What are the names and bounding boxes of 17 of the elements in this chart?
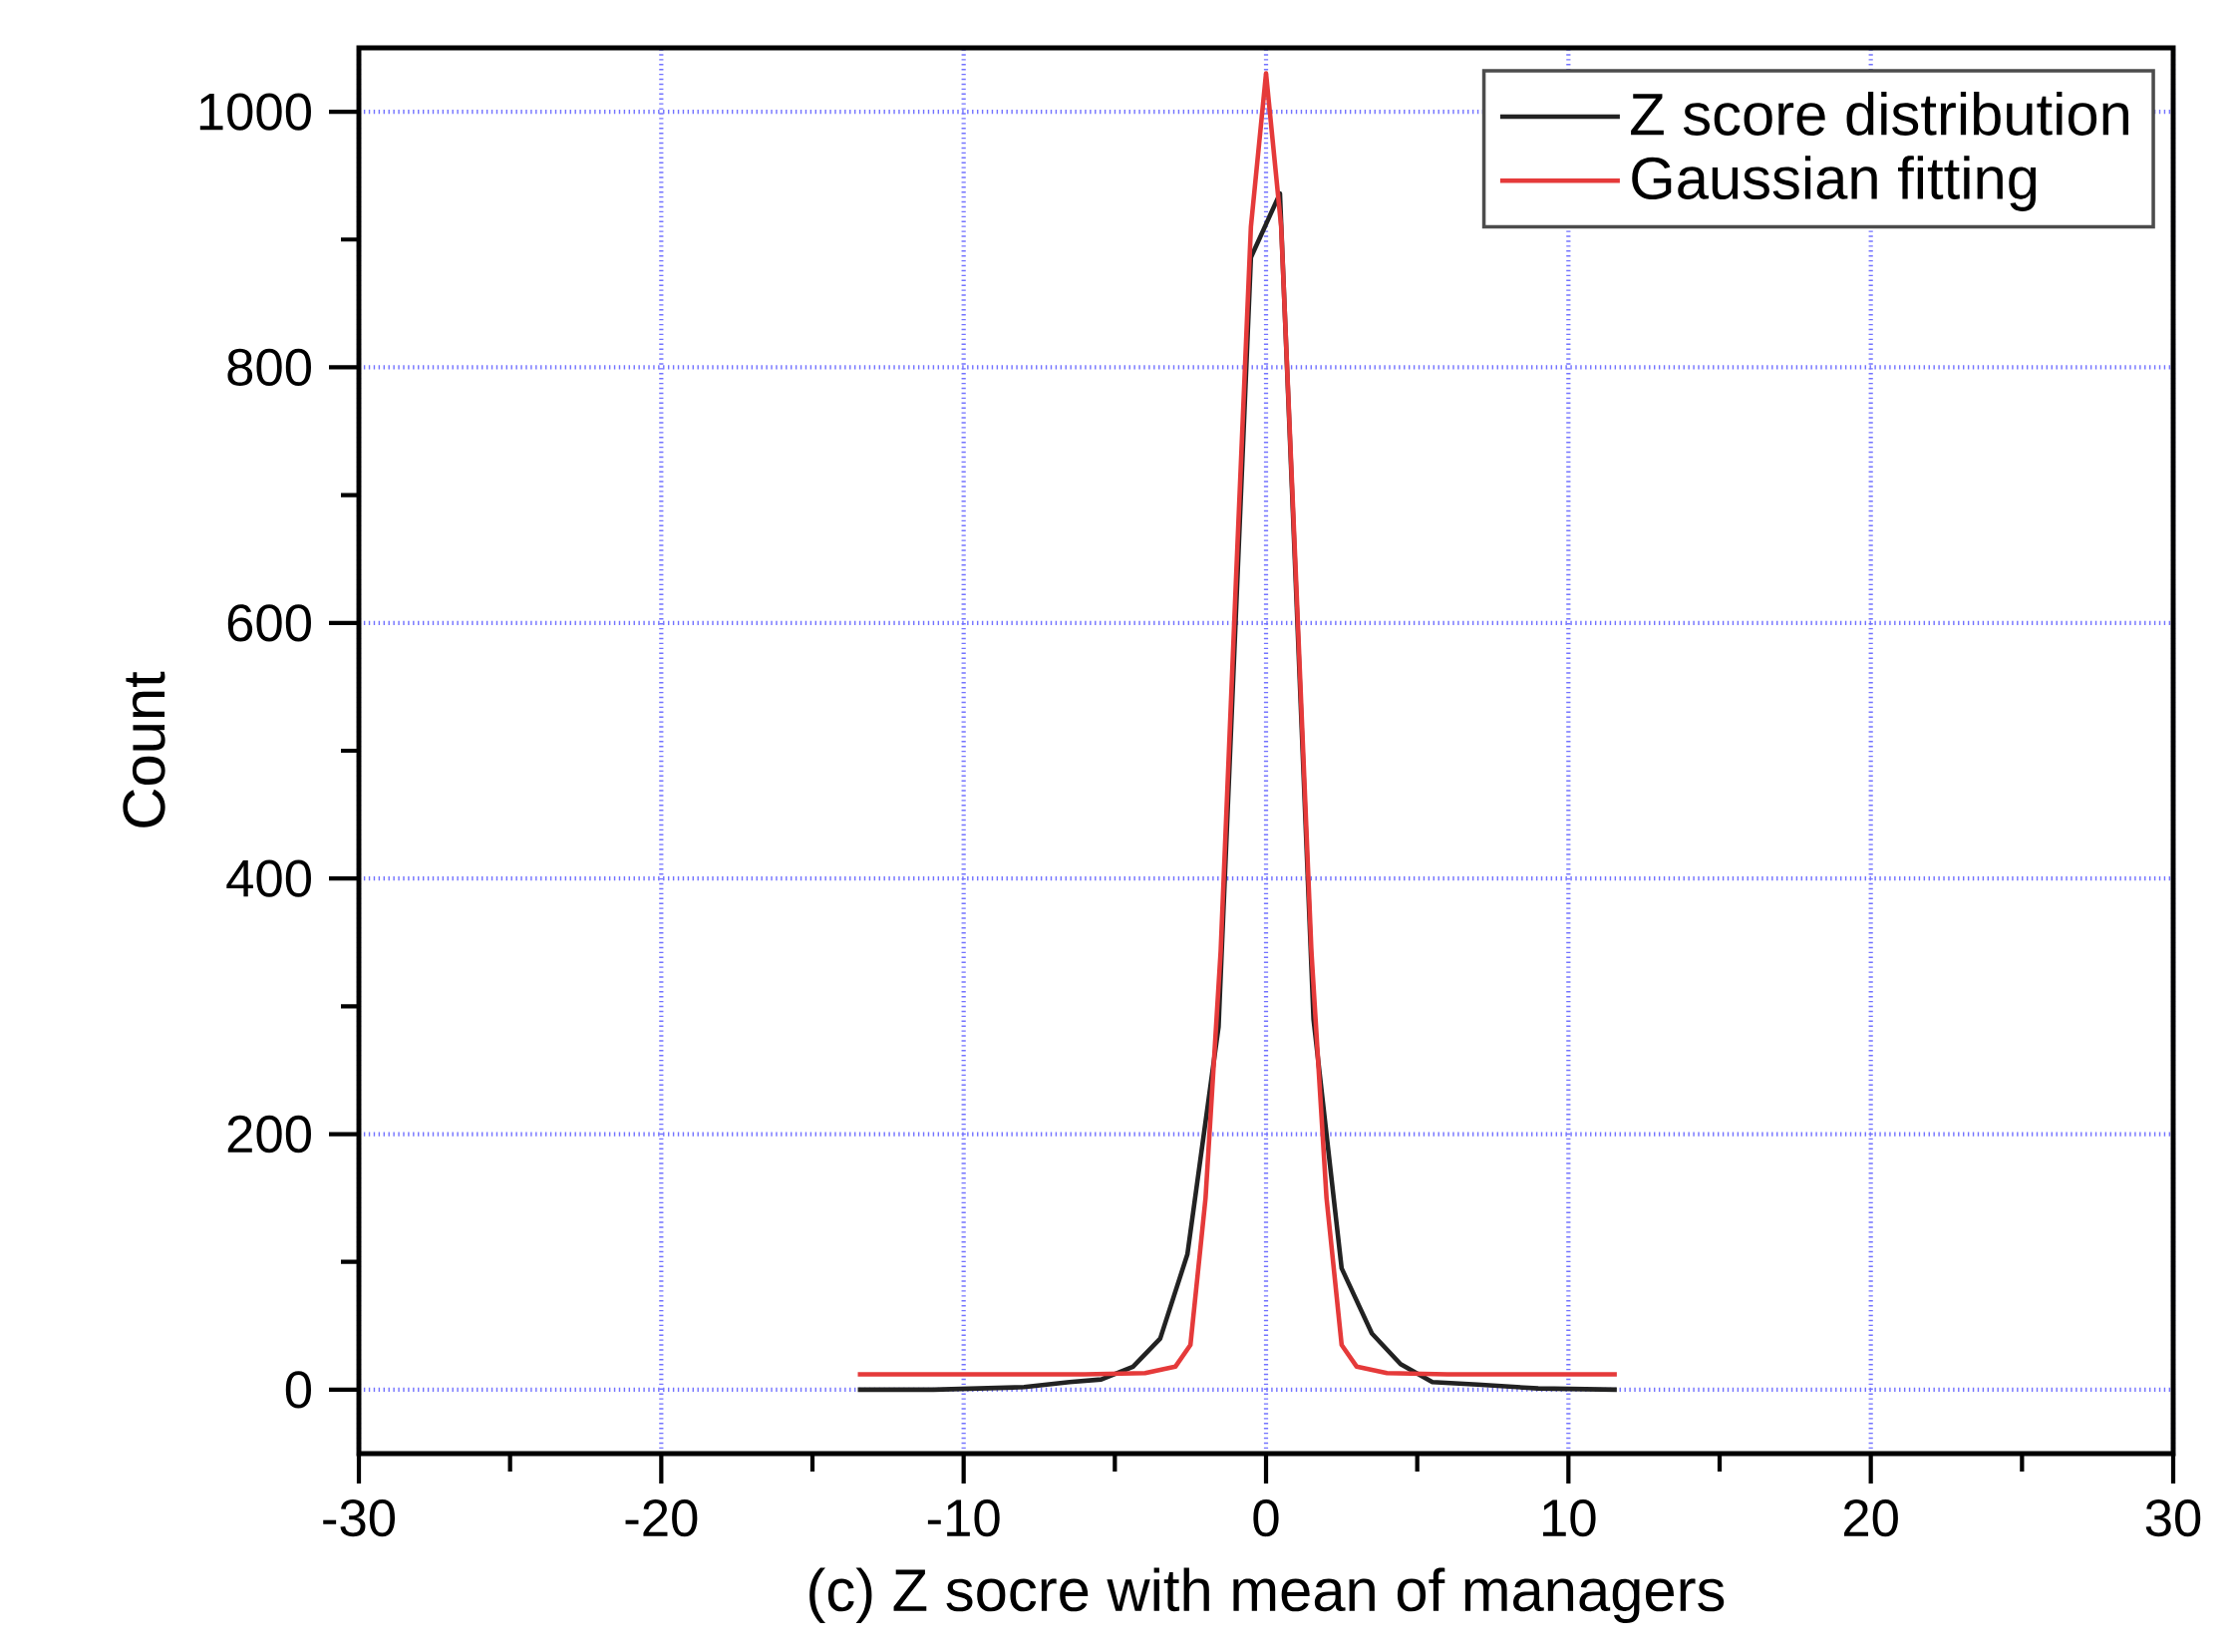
legend-label: Z score distribution <box>1631 92 2128 136</box>
x-tick-label: 20 <box>1844 1498 1898 1537</box>
x-tick-label: -20 <box>625 1498 698 1537</box>
x-tick-label: 10 <box>1543 1498 1596 1537</box>
x-axis-title: (c) Z socre with mean of managers <box>809 1567 1725 1624</box>
x-tick-label: -30 <box>323 1498 396 1537</box>
y-tick-label: 800 <box>227 348 311 387</box>
y-tick-label: 400 <box>226 859 311 897</box>
y-tick-label: 600 <box>227 604 311 642</box>
y-tick-label: 200 <box>227 1115 311 1154</box>
y-tick-label: 0 <box>285 1371 311 1409</box>
y-tick-label: 1000 <box>199 93 311 131</box>
y-axis-title: Count <box>123 671 165 827</box>
legend-label: Gaussian fitting <box>1632 156 2037 211</box>
x-tick-label: -10 <box>927 1498 1000 1537</box>
x-tick-label: 0 <box>1253 1498 1279 1537</box>
x-tick-label: 30 <box>2145 1498 2201 1537</box>
